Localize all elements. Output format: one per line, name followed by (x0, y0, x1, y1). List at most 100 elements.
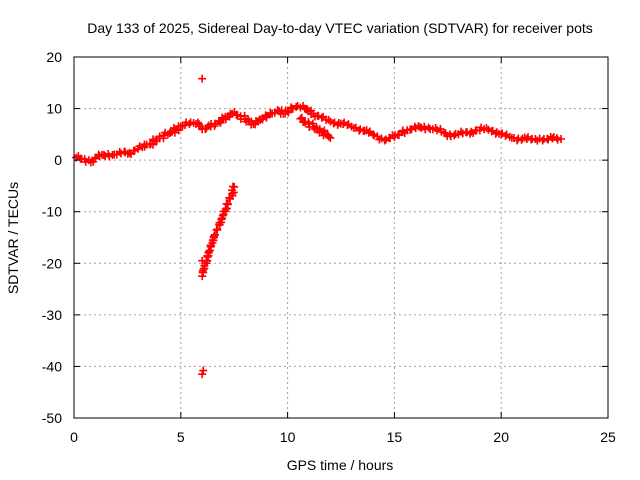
data-point (436, 125, 445, 134)
data-point (198, 256, 207, 265)
data-point (126, 150, 135, 159)
data-point (324, 115, 333, 124)
data-point (375, 135, 384, 144)
data-point (206, 241, 215, 250)
x-tick-label: 20 (493, 429, 509, 445)
grid (74, 57, 608, 418)
y-tick-label: -30 (42, 307, 62, 323)
data-point (307, 106, 316, 115)
data-point (174, 122, 183, 131)
data-point (308, 119, 317, 128)
data-point (482, 124, 491, 133)
data-point (315, 128, 324, 137)
x-tick-label: 15 (387, 429, 403, 445)
data-point (324, 132, 333, 141)
data-point (287, 103, 296, 112)
data-point (329, 119, 338, 128)
x-tick-label: 10 (280, 429, 296, 445)
data-point (284, 108, 293, 117)
data-point (199, 366, 208, 375)
data-point (258, 115, 267, 124)
data-point (194, 120, 203, 129)
data-point (502, 130, 511, 139)
data-point (209, 232, 218, 241)
y-axis-label: SDTVAR / TECUs (5, 182, 21, 294)
data-point (320, 126, 329, 135)
data-point (225, 112, 234, 121)
data-point (125, 148, 134, 157)
data-point (406, 125, 415, 134)
data-point (400, 128, 409, 137)
x-tick-label: 0 (70, 429, 78, 445)
data-point (216, 118, 225, 127)
data-point (344, 120, 353, 129)
series-descending-segment (296, 113, 335, 142)
data-point (312, 123, 321, 132)
y-tick-label: 10 (46, 101, 62, 117)
series-branch (198, 182, 239, 281)
data-point (538, 136, 547, 145)
data-point (149, 135, 158, 144)
data-point (365, 127, 374, 136)
data-point (426, 125, 435, 134)
x-axis: 0 5 10 15 20 25 (70, 57, 616, 445)
chart-title: Day 133 of 2025, Sidereal Day-to-day VTE… (87, 20, 593, 36)
data-point (251, 120, 260, 129)
data-point (297, 113, 306, 122)
data-point (229, 182, 238, 191)
data-point (223, 200, 232, 209)
y-axis: -50 -40 -30 -20 -10 0 10 20 (42, 49, 608, 426)
data-point (110, 150, 119, 159)
data-point (210, 230, 219, 239)
data-point (218, 214, 227, 223)
plot-frame (73, 56, 609, 419)
data-point (198, 266, 207, 275)
x-tick-label: 5 (177, 429, 185, 445)
data-point (431, 124, 440, 133)
data-point (204, 247, 213, 256)
data-point (262, 113, 271, 122)
x-axis-label: GPS time / hours (287, 457, 394, 473)
data-point (169, 123, 178, 132)
y-tick-label: 20 (46, 49, 62, 65)
data-point (268, 109, 277, 118)
data-point (105, 152, 114, 161)
data-point (200, 261, 209, 270)
data-point (394, 131, 403, 140)
data-point (446, 132, 455, 141)
data-point (370, 131, 379, 140)
data-point (198, 370, 207, 379)
data-point (472, 126, 481, 135)
data-point (498, 129, 507, 138)
data-point (319, 112, 328, 121)
data-point (302, 105, 311, 114)
data-point (212, 225, 221, 234)
data-point (152, 136, 161, 145)
y-tick-label: 0 (54, 152, 62, 168)
data-point (217, 218, 226, 227)
series-outliers (198, 74, 208, 379)
y-tick-label: -20 (42, 255, 62, 271)
data-point (130, 146, 139, 155)
data-point (323, 130, 332, 139)
y-tick-label: -10 (42, 204, 62, 220)
data-point (553, 135, 562, 144)
data-point (462, 128, 471, 137)
y-tick-label: -40 (42, 358, 62, 374)
data-point (140, 142, 149, 151)
data-point (340, 118, 349, 127)
x-tick-label: 25 (600, 429, 616, 445)
data-point (380, 136, 389, 145)
data-point (487, 127, 496, 136)
data-point (451, 129, 460, 138)
data-point (528, 134, 537, 143)
data-points (72, 74, 566, 379)
data-point (186, 118, 195, 127)
data-point (524, 133, 533, 142)
data-point (159, 134, 168, 143)
data-point (86, 158, 95, 167)
data-point (349, 123, 358, 132)
data-point (288, 104, 297, 113)
data-point (91, 154, 100, 163)
